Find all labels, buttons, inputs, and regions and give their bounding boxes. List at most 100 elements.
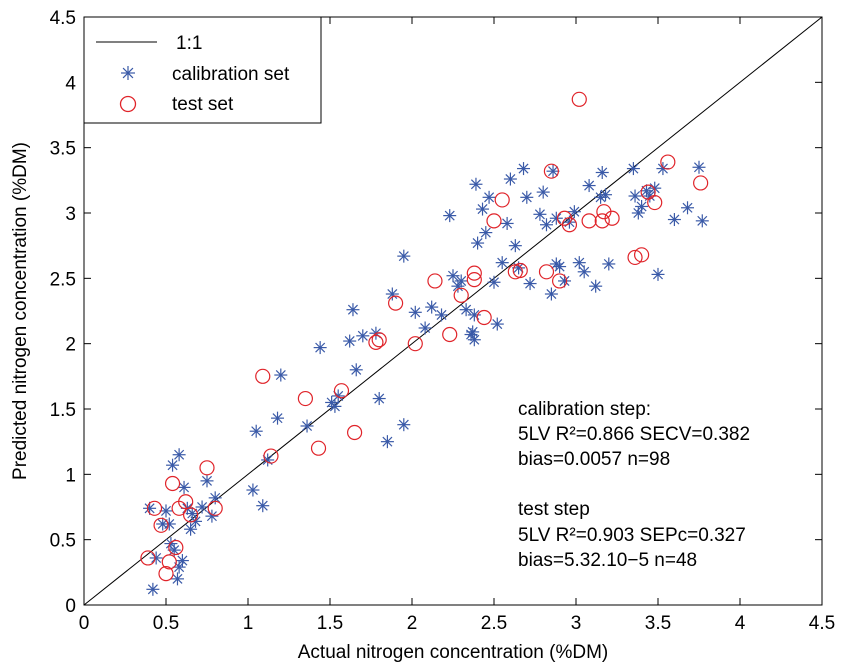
chart-marks xyxy=(83,16,823,606)
calibration-point xyxy=(487,275,501,289)
test-point xyxy=(388,295,404,311)
y-tick-label: 3 xyxy=(65,204,76,225)
calibration-point xyxy=(567,205,581,219)
y-tick-label: 2 xyxy=(65,335,76,356)
plot-frame xyxy=(83,16,823,606)
calibration-point xyxy=(549,211,563,225)
calibration-point xyxy=(595,165,609,179)
calibration-point xyxy=(520,190,534,204)
x-tick-label: 1 xyxy=(243,613,254,634)
x-tick-label: 0 xyxy=(79,613,90,634)
calibration-point xyxy=(261,453,275,467)
calibration-point xyxy=(626,162,640,176)
calibration-point xyxy=(346,303,360,317)
x-tick-label: 3 xyxy=(571,613,582,634)
test-point xyxy=(543,163,560,179)
calibration-point xyxy=(246,483,260,497)
test-point xyxy=(693,175,709,191)
test-point xyxy=(297,390,313,407)
calibration-point xyxy=(482,190,496,204)
test-point xyxy=(164,475,181,492)
calibration-point xyxy=(343,334,357,348)
test-point xyxy=(146,500,163,516)
calibration-point xyxy=(331,389,345,403)
calibration-point xyxy=(466,325,480,339)
test-point xyxy=(407,336,423,352)
test-point xyxy=(255,368,271,384)
annotation-line-4: test step xyxy=(518,499,590,520)
calibration-point xyxy=(446,269,460,283)
calibration-point xyxy=(476,202,490,216)
test-point xyxy=(594,213,610,229)
legend-label-1to1: 1:1 xyxy=(176,33,202,54)
calibration-point xyxy=(533,207,547,221)
test-point xyxy=(347,424,363,441)
calibration-point xyxy=(471,236,485,250)
test-point xyxy=(178,494,194,510)
test-point xyxy=(207,500,223,516)
calibration-point xyxy=(681,201,695,215)
calibration-point xyxy=(170,572,184,586)
calibration-point xyxy=(184,522,198,536)
x-tick-label: 1.5 xyxy=(317,613,343,634)
legend-circle-icon xyxy=(119,95,137,113)
calibration-point xyxy=(256,499,270,513)
legend-label-test: test set xyxy=(172,94,234,115)
x-axis-label: Actual nitrogen concentration (%DM) xyxy=(298,642,608,663)
test-point xyxy=(333,383,350,399)
calibration-point xyxy=(539,218,553,232)
calibration-point xyxy=(553,260,567,274)
test-point xyxy=(371,332,387,348)
calibration-point xyxy=(172,448,186,462)
x-tick-label: 4.5 xyxy=(809,613,835,634)
calibration-point xyxy=(418,321,432,335)
test-point xyxy=(486,213,502,229)
calibration-point xyxy=(599,188,613,202)
test-point xyxy=(183,507,199,523)
calibration-point xyxy=(425,300,439,314)
calibration-point xyxy=(146,582,160,596)
x-tick-label: 0.5 xyxy=(153,613,179,634)
y-tick-label: 0.5 xyxy=(50,531,76,552)
calibration-point xyxy=(205,509,219,523)
test-point xyxy=(627,249,643,266)
calibration-point xyxy=(195,500,209,514)
calibration-point xyxy=(313,341,327,355)
test-point xyxy=(466,265,482,281)
calibration-point xyxy=(692,160,706,174)
x-tick-label: 4 xyxy=(735,613,746,634)
test-point xyxy=(263,448,279,464)
legend: 1:1 calibration set test set xyxy=(83,16,322,124)
annotation-line-6: bias=5.32.10−5 n=48 xyxy=(518,550,697,571)
calibration-point xyxy=(523,277,537,291)
calibration-point xyxy=(397,418,411,432)
calibration-point xyxy=(546,164,560,178)
calibration-point xyxy=(380,435,394,449)
calibration-point xyxy=(454,274,468,288)
test-point xyxy=(168,539,184,556)
y-axis-label: Predicted nitrogen concentration (%DM) xyxy=(10,142,31,480)
legend-label-calibration: calibration set xyxy=(172,64,290,85)
calibration-point xyxy=(349,363,363,377)
calibration-point xyxy=(582,179,596,193)
calibration-point xyxy=(651,267,665,281)
legend-asterisk-icon xyxy=(121,66,135,80)
calibration-point xyxy=(459,303,473,317)
calibration-point xyxy=(435,308,449,322)
calibration-point xyxy=(577,265,591,279)
test-point xyxy=(647,194,663,211)
calibration-point xyxy=(443,209,457,223)
calibration-point xyxy=(208,491,222,505)
test-point xyxy=(466,272,482,288)
calibration-point xyxy=(628,189,642,203)
calibration-point xyxy=(648,181,662,195)
test-point xyxy=(571,91,587,107)
x-tick-label: 3.5 xyxy=(645,613,671,634)
calibration-point xyxy=(589,279,603,293)
calibration-point xyxy=(249,424,263,438)
x-tick-label: 2 xyxy=(407,613,418,634)
calibration-point xyxy=(495,256,509,270)
calibration-point xyxy=(274,368,288,382)
test-point xyxy=(368,334,384,350)
calibration-point xyxy=(572,256,586,270)
